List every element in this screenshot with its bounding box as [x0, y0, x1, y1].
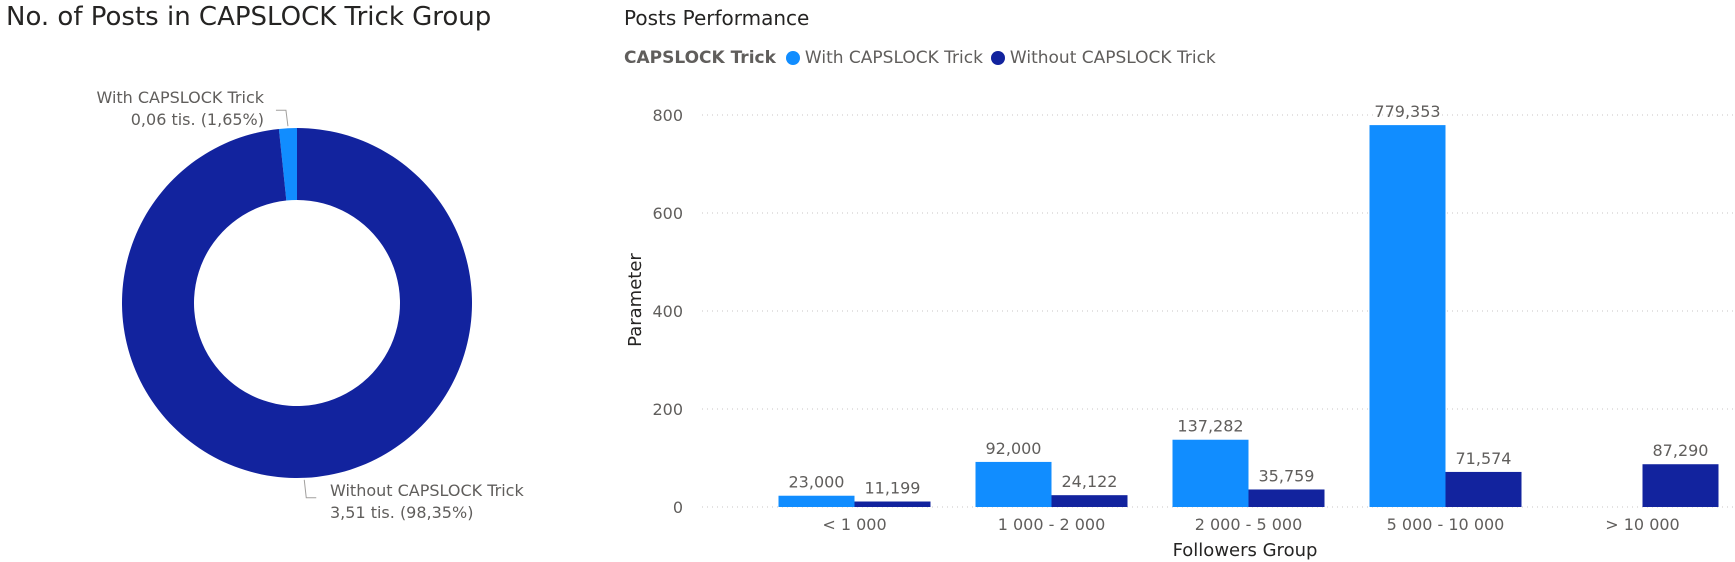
x-tick-label: < 1 000	[822, 515, 886, 534]
y-tick-label: 400	[652, 302, 683, 321]
x-tick-label: 5 000 - 10 000	[1387, 515, 1505, 534]
donut-leader-line	[275, 109, 289, 127]
y-axis-title: Parameter	[625, 253, 646, 347]
data-label-without-capslock: 35,759	[1259, 466, 1315, 485]
bar-with-capslock[interactable]	[1172, 439, 1249, 507]
donut-label-name-without-capslock: Without CAPSLOCK Trick	[330, 481, 524, 500]
y-tick-label: 800	[652, 106, 683, 125]
bar-with-capslock[interactable]	[778, 495, 855, 507]
bar-chart-legend: CAPSLOCK Trick With CAPSLOCK Trick Witho…	[624, 48, 1224, 68]
bar-with-capslock[interactable]	[1369, 125, 1446, 507]
donut-slice-without-capslock[interactable]	[121, 128, 472, 478]
y-tick-label: 0	[673, 498, 683, 517]
bar-without-capslock[interactable]	[1248, 489, 1325, 507]
x-tick-label: 1 000 - 2 000	[998, 515, 1106, 534]
donut-label-value-with-capslock: 0,06 tis. (1,65%)	[131, 110, 264, 129]
data-label-without-capslock: 87,290	[1653, 441, 1709, 460]
data-label-with-capslock: 137,282	[1177, 417, 1243, 436]
bar-with-capslock[interactable]	[975, 461, 1052, 507]
legend-title: CAPSLOCK Trick	[624, 48, 776, 68]
data-label-with-capslock: 779,353	[1374, 102, 1440, 121]
donut-slice-with-capslock[interactable]	[278, 128, 297, 201]
legend-dot-without-capslock	[990, 51, 1005, 65]
bar-without-capslock[interactable]	[854, 501, 931, 507]
x-tick-label: 2 000 - 5 000	[1195, 515, 1303, 534]
x-axis-title: Followers Group	[1173, 540, 1318, 561]
donut-leader-line	[303, 479, 317, 499]
donut-chart-title: No. of Posts in CAPSLOCK Trick Group	[6, 2, 492, 32]
y-tick-label: 200	[652, 400, 683, 419]
legend-dot-with-capslock	[785, 51, 800, 65]
donut-label-name-with-capslock: With CAPSLOCK Trick	[96, 88, 264, 107]
legend-item-with-capslock[interactable]: With CAPSLOCK Trick	[785, 48, 983, 68]
data-label-without-capslock: 24,122	[1062, 472, 1118, 491]
data-label-without-capslock: 11,199	[865, 479, 921, 498]
legend-label-with-capslock: With CAPSLOCK Trick	[804, 48, 983, 68]
y-tick-label: 600	[652, 204, 683, 223]
data-label-with-capslock: 23,000	[789, 473, 845, 492]
bar-chart-title: Posts Performance	[624, 6, 810, 30]
bar-without-capslock[interactable]	[1445, 471, 1522, 507]
legend-label-without-capslock: Without CAPSLOCK Trick	[1009, 48, 1216, 68]
data-label-with-capslock: 92,000	[986, 439, 1042, 458]
donut-label-value-without-capslock: 3,51 tis. (98,35%)	[330, 503, 473, 522]
data-label-without-capslock: 71,574	[1456, 449, 1512, 468]
x-tick-label: > 10 000	[1605, 515, 1679, 534]
bar-without-capslock[interactable]	[1642, 464, 1719, 507]
legend-item-without-capslock[interactable]: Without CAPSLOCK Trick	[990, 48, 1216, 68]
donut-chart: With CAPSLOCK Trick 0,06 tis. (1,65%) With…	[96, 88, 524, 522]
bar-without-capslock[interactable]	[1051, 495, 1128, 507]
